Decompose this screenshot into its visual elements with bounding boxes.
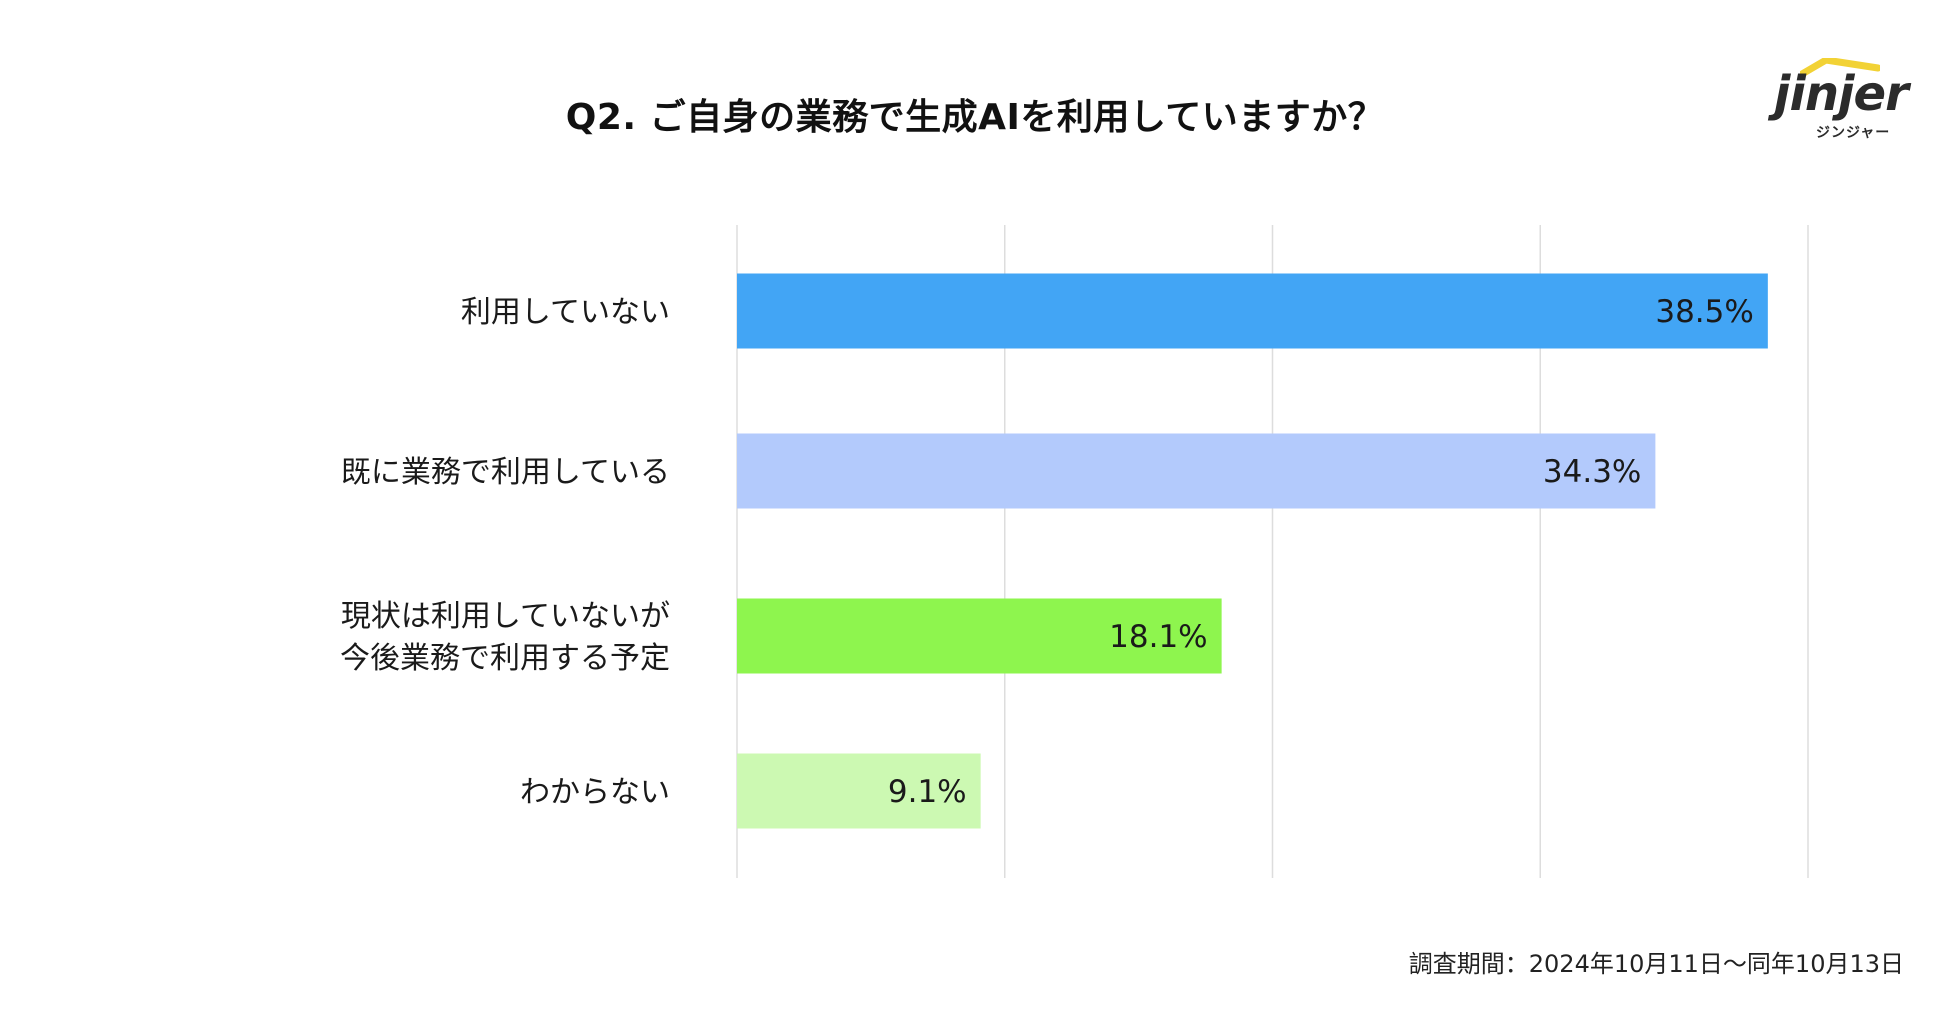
- survey-period-note: 調査期間：2024年10月11日〜同年10月13日: [1408, 950, 1904, 978]
- bar-0: [737, 273, 1768, 349]
- category-label-2-line-1: 今後業務で利用する予定: [340, 641, 670, 676]
- logo-kana: ジンジャー: [1816, 125, 1891, 141]
- logo-wordmark: jinjer: [1774, 66, 1909, 122]
- category-label-1: 既に業務で利用している: [341, 455, 670, 490]
- category-label-2-line-0: 現状は利用していないが: [341, 599, 670, 634]
- bar-value-label-0: 38.5%: [1655, 294, 1753, 330]
- logo-roof-icon: [1800, 58, 1880, 76]
- bar-value-label-2: 18.1%: [1109, 619, 1207, 655]
- bar-value-label-1: 34.3%: [1543, 454, 1641, 490]
- jinjer-logo: jinjer ジンジャー: [1770, 50, 1920, 141]
- bar-2: [737, 598, 1222, 674]
- bar-1: [737, 433, 1656, 509]
- category-label-3: わからない: [520, 775, 670, 810]
- category-label-0: 利用していない: [461, 295, 670, 330]
- chart-title: Q2. ご自身の業務で生成AIを利用していますか？: [565, 97, 1385, 138]
- bar-value-label-3: 9.1%: [888, 774, 967, 810]
- bar-3: [737, 753, 981, 829]
